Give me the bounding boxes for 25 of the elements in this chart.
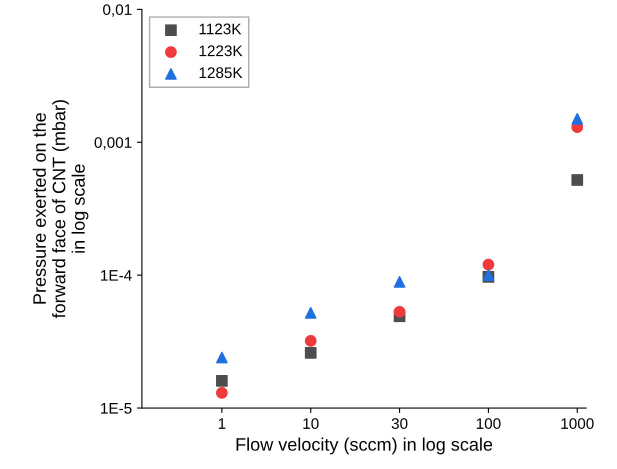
x-axis-title: Flow velocity (sccm) in log scale — [236, 438, 492, 454]
point — [304, 347, 317, 359]
point — [216, 352, 228, 364]
x-tick-label: 10 — [303, 418, 319, 429]
point — [482, 258, 494, 270]
point — [571, 113, 584, 125]
legend-label: 1223K — [200, 45, 242, 56]
point — [304, 335, 317, 347]
point — [571, 174, 584, 186]
x-tick-label: 30 — [392, 418, 408, 429]
point — [216, 375, 228, 387]
point — [216, 387, 228, 399]
legend-label: 1285K — [200, 67, 242, 78]
x-tick-label: 1000 — [561, 418, 594, 429]
y-tick-label: 1E-5 — [101, 403, 132, 414]
point — [394, 306, 406, 318]
x-tick-label: 100 — [476, 418, 501, 429]
y-tick-label: 0,001 — [94, 137, 132, 150]
point — [304, 307, 317, 319]
y-axis-title: Pressure exerted on the forward face of CNT (mbar) in log scale — [32, 100, 88, 318]
x-tick-label: 1 — [218, 418, 226, 429]
y-tick-label: 0,01 — [103, 4, 132, 17]
y-tick-label: 1E-4 — [101, 270, 132, 281]
point — [394, 276, 406, 288]
legend-label: 1123K — [200, 24, 242, 34]
